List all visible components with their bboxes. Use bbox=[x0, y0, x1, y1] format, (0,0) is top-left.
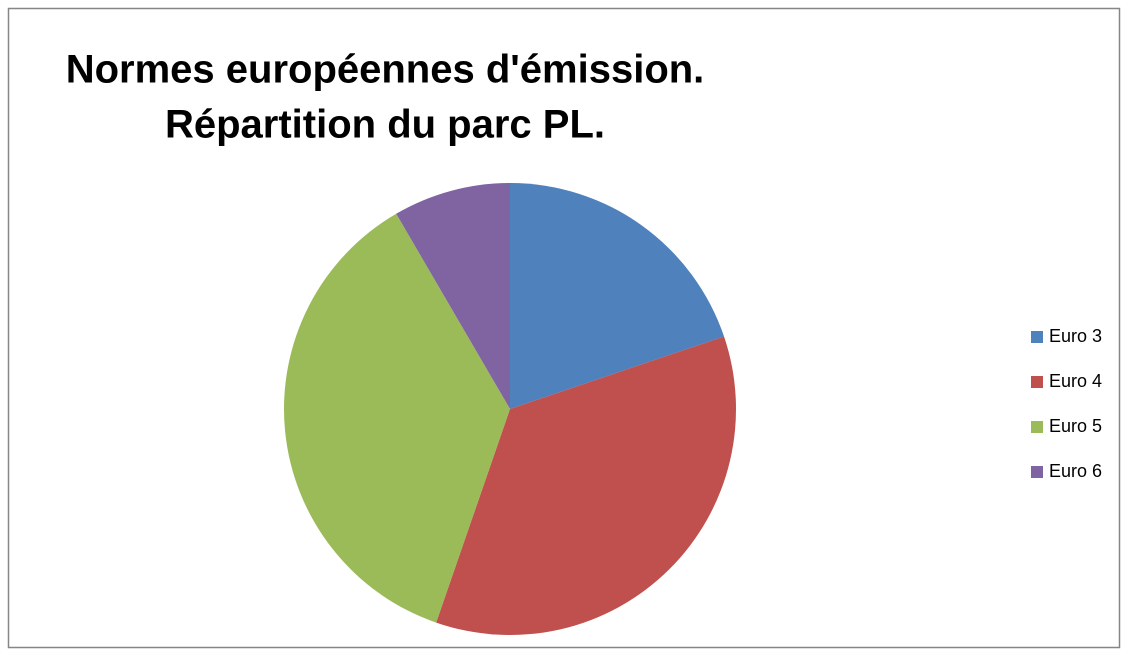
pie-slice bbox=[284, 213, 510, 623]
legend-label: Euro 4 bbox=[1049, 371, 1102, 391]
pie-slice bbox=[436, 336, 736, 635]
legend-swatch bbox=[1031, 376, 1043, 388]
legend-swatch bbox=[1031, 331, 1043, 343]
legend-swatch bbox=[1031, 466, 1043, 478]
chart-title: Répartition du parc PL. bbox=[165, 103, 605, 147]
pie-slice bbox=[396, 183, 510, 409]
pie-slice bbox=[510, 183, 725, 409]
legend-swatch bbox=[1031, 421, 1043, 433]
legend-label: Euro 3 bbox=[1049, 326, 1102, 346]
legend-label: Euro 5 bbox=[1049, 416, 1102, 436]
chart-title: Normes européennes d'émission. bbox=[66, 48, 705, 92]
legend-label: Euro 6 bbox=[1049, 461, 1102, 481]
